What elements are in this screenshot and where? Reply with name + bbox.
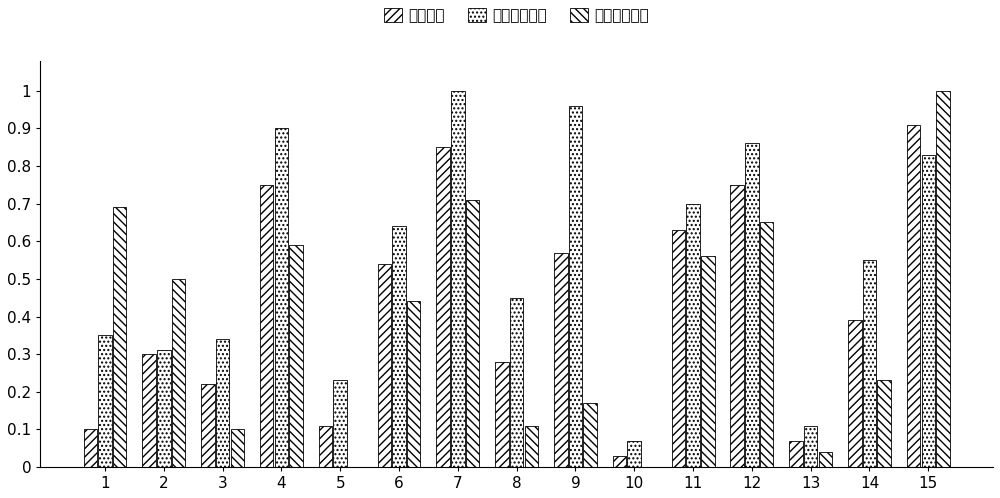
Bar [569,106,582,467]
Bar [922,155,935,467]
Bar [436,147,450,467]
Bar [672,230,685,467]
Bar [936,91,950,467]
Bar [525,426,538,467]
Bar [613,456,626,467]
Bar [275,128,288,467]
Bar [819,452,832,467]
Bar [231,429,244,467]
Bar [877,380,891,467]
Bar [157,351,171,467]
Bar [466,200,479,467]
Bar [760,223,773,467]
Bar [554,252,568,467]
Legend: 混合分数, 拉普拉斯分数, 随机森林分数: 混合分数, 拉普拉斯分数, 随机森林分数 [379,3,654,27]
Bar [407,301,420,467]
Bar [907,124,920,467]
Bar [863,260,876,467]
Bar [789,441,803,467]
Bar [730,185,744,467]
Bar [495,362,509,467]
Bar [172,279,185,467]
Bar [451,91,465,467]
Bar [848,320,862,467]
Bar [392,226,406,467]
Bar [701,256,715,467]
Bar [289,245,303,467]
Bar [745,143,759,467]
Bar [319,426,332,467]
Bar [201,384,215,467]
Bar [113,207,126,467]
Bar [510,298,523,467]
Bar [84,429,97,467]
Bar [333,380,347,467]
Bar [378,264,391,467]
Bar [216,339,229,467]
Bar [686,204,700,467]
Bar [804,426,817,467]
Bar [142,354,156,467]
Bar [260,185,273,467]
Bar [98,335,112,467]
Bar [627,441,641,467]
Bar [583,403,597,467]
